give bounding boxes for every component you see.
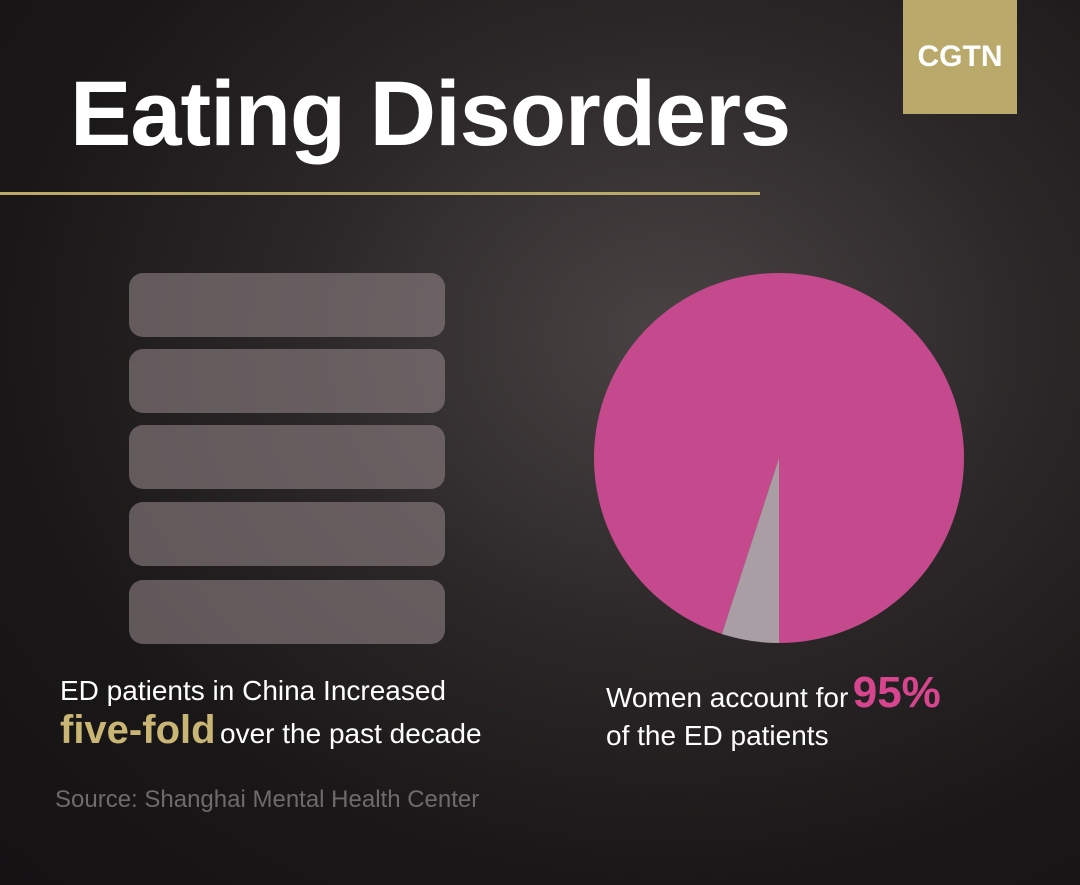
caption: ED patients in China Increased	[60, 675, 446, 706]
caption-line: five-fold over the past decade	[60, 708, 482, 753]
caption: over the past decade	[220, 718, 482, 749]
pie-slice	[594, 272, 965, 643]
pictogram-bar	[129, 349, 445, 413]
value-label: 95%	[852, 668, 941, 717]
pie-slice	[721, 458, 779, 643]
divider	[0, 192, 760, 195]
caption: Women account for	[606, 682, 849, 713]
logo: CGTN	[917, 40, 1003, 73]
highlight: five-fold	[60, 708, 216, 752]
logo-box	[903, 0, 1017, 114]
pictogram-bar	[129, 502, 445, 566]
source: Source: Shanghai Mental Health Center	[55, 786, 480, 813]
pictogram-bar	[129, 580, 445, 644]
pictogram-bar	[129, 425, 445, 489]
pictogram-bar	[129, 273, 445, 337]
caption-line: Women account for 95%	[606, 668, 941, 718]
title: Eating Disorders	[70, 63, 791, 165]
caption: of the ED patients	[606, 720, 829, 751]
